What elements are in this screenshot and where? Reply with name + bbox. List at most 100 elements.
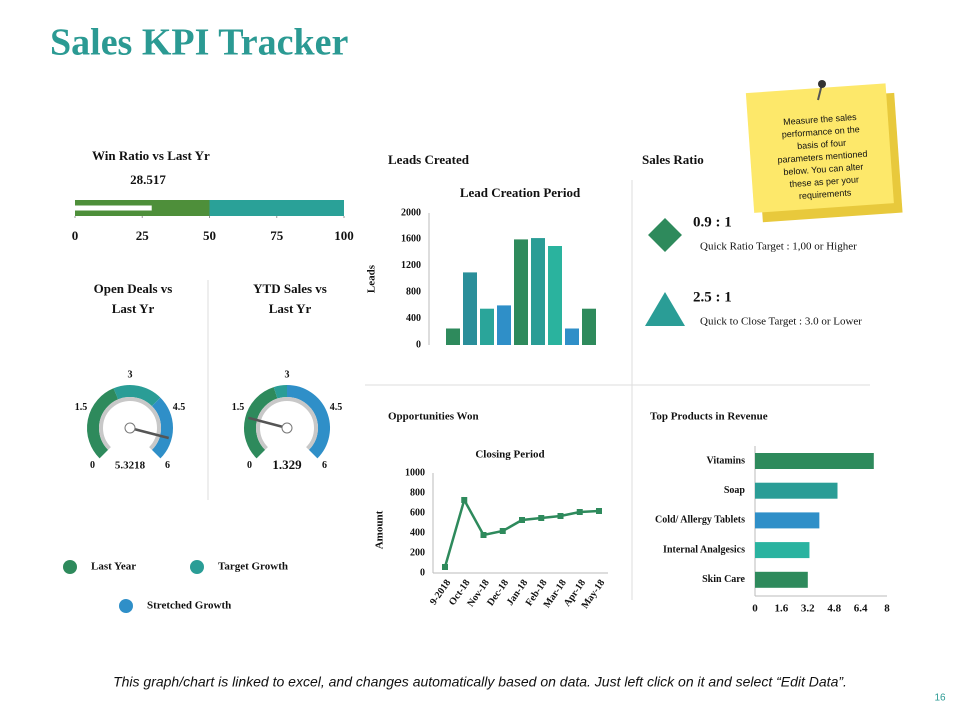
gauge-hub (281, 422, 293, 434)
x-tick-label: 0 (752, 603, 758, 615)
bar (755, 571, 808, 588)
legend-swatch (63, 560, 77, 574)
ratio-value: 2.5 : 1 (693, 289, 732, 305)
bar (497, 305, 511, 345)
ratio-icon (645, 292, 685, 326)
chart-title: YTD Sales vs (253, 281, 327, 296)
y-tick-label: 400 (410, 527, 425, 538)
gauge-needle (129, 426, 170, 440)
gauge-tick-label: 0 (90, 460, 95, 471)
pin-head (818, 80, 826, 88)
chart-title: Last Yr (269, 301, 312, 316)
y-tick-label: 200 (410, 547, 425, 558)
gauge-tick-label: 6 (165, 460, 170, 471)
y-tick-label: 0 (420, 567, 425, 578)
section-heading: Sales Ratio (642, 152, 704, 167)
y-tick-label: 2000 (401, 207, 421, 218)
gauge-tick-label: 3 (128, 369, 133, 380)
gauge-hub (124, 422, 136, 434)
point (442, 564, 448, 570)
gauge-band (113, 385, 161, 407)
chart-title: Last Yr (112, 301, 155, 316)
section-heading: Leads Created (388, 152, 470, 167)
y-tick-label: Cold/ Allergy Tablets (655, 515, 745, 526)
note-line: these as per your (789, 174, 859, 189)
gauge-tick-label: 1.5 (232, 402, 245, 413)
gauge-tick-label: 3 (285, 369, 290, 380)
gauge-band (273, 385, 288, 399)
legend-label: Target Growth (218, 561, 288, 573)
legend-swatch (190, 560, 204, 574)
section-heading: Opportunities Won (388, 411, 479, 423)
note-line: requirements (799, 187, 853, 201)
bar (480, 308, 494, 345)
y-tick-label: 0 (416, 339, 421, 350)
chart-title: Open Deals vs (94, 281, 173, 296)
point (596, 508, 602, 514)
ratio-icon (648, 218, 682, 252)
y-axis-label: Amount (374, 510, 386, 549)
ratio-target: Quick to Close Target : 3.0 or Lower (700, 316, 862, 328)
y-tick-label: 1200 (401, 260, 421, 271)
point (576, 509, 583, 515)
x-tick-label: 100 (334, 228, 354, 243)
line (443, 496, 600, 568)
gauge-band (151, 397, 173, 459)
bar (548, 246, 562, 345)
chart-title: Win Ratio vs Last Yr (92, 148, 210, 163)
x-tick-label: 3.2 (801, 603, 815, 615)
value-label: 1.329 (272, 457, 302, 472)
y-tick-label: 800 (406, 286, 421, 297)
y-tick-label: Internal Analgesics (663, 544, 745, 555)
ratio-target: Quick Ratio Target : 1,00 or Higher (700, 241, 857, 253)
bar (755, 512, 820, 529)
chart-title: Lead Creation Period (460, 185, 581, 200)
bar (755, 542, 810, 559)
y-tick-label: Vitamins (706, 455, 745, 466)
note-line: basis of four (797, 138, 847, 151)
bar (514, 239, 528, 345)
point (461, 497, 468, 503)
legend: Last Year Target Growth Stretched Growth (63, 560, 288, 613)
y-axis-label: Leads (366, 264, 378, 293)
point (480, 532, 487, 538)
value-label: 28.517 (130, 172, 166, 187)
bullet-band (209, 200, 344, 216)
note-paper (745, 83, 894, 213)
section-heading: Top Products in Revenue (650, 411, 768, 423)
x-tick-label: 1.6 (775, 603, 789, 615)
slide-title: Sales KPI Tracker (50, 22, 348, 64)
gauge-tick-label: 1.5 (75, 402, 88, 413)
sticky-note (745, 83, 903, 223)
y-tick-label: 800 (410, 487, 425, 498)
gauge-tick-label: 4.5 (173, 402, 186, 413)
point (499, 528, 506, 534)
gauge-ring (256, 397, 318, 450)
gauge-band (87, 388, 119, 459)
gauge-tick-label: 4.5 (330, 402, 343, 413)
x-tick-label: 0 (72, 228, 79, 243)
footer: This graph/chart is linked to excel, and… (113, 674, 847, 690)
y-tick-label: 1000 (405, 467, 425, 478)
x-tick-label: 4.8 (827, 603, 841, 615)
bar (531, 238, 545, 345)
point (538, 515, 545, 521)
sales-ratio: 0.9 : 1 Quick Ratio Target : 1,00 or High… (645, 214, 862, 328)
legend-label: Stretched Growth (147, 600, 231, 612)
bullet-value (75, 205, 152, 211)
x-tick-label: 8 (884, 603, 890, 615)
x-tick-label: 75 (270, 228, 284, 243)
y-tick-label: 400 (406, 313, 421, 324)
x-tick-label: 50 (203, 228, 216, 243)
x-tick-label: 25 (136, 228, 150, 243)
legend-swatch (119, 599, 133, 613)
gauge-ring (99, 397, 161, 450)
gauge-band (286, 385, 330, 459)
gauge-tick-label: 6 (322, 460, 327, 471)
y-tick-label: Soap (724, 485, 746, 496)
bar (755, 482, 838, 499)
point (557, 513, 564, 519)
point (519, 517, 525, 523)
gauge-needle (248, 416, 288, 430)
y-tick-label: 1600 (401, 234, 421, 245)
